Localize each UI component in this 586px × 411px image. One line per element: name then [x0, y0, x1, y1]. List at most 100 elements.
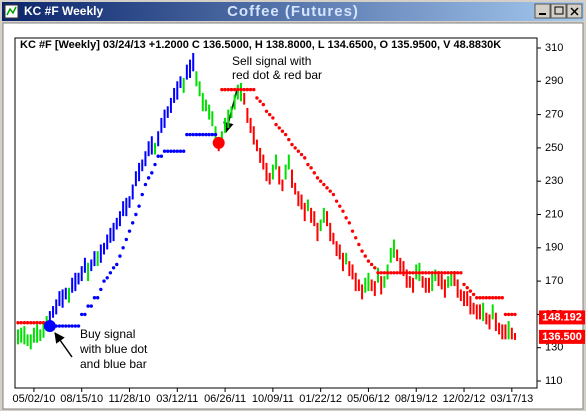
stop-dot — [494, 296, 498, 300]
stop-dot — [121, 246, 125, 250]
stop-dot — [392, 271, 396, 275]
stop-dot — [455, 271, 460, 275]
stop-dot — [143, 182, 148, 187]
stop-dot — [331, 192, 336, 197]
stop-dot — [347, 221, 352, 225]
stop-dot — [481, 296, 485, 300]
stop-dot — [465, 286, 469, 290]
stop-dot — [86, 304, 90, 308]
stop-dot — [29, 321, 33, 325]
y-tick-label: 190 — [545, 242, 563, 254]
annotation-line: Buy signal — [80, 327, 135, 341]
stop-dot — [60, 324, 65, 328]
stop-dot — [312, 171, 316, 175]
stop-dot — [137, 204, 141, 208]
stop-dot — [306, 162, 310, 167]
stop-dot — [490, 296, 495, 300]
x-tick-label: 01/22/12 — [299, 393, 342, 405]
price-label: 136.500 — [542, 331, 582, 343]
stop-dot — [376, 271, 380, 275]
stop-dot — [162, 149, 167, 153]
stop-dot — [207, 132, 211, 137]
stop-dot — [328, 189, 332, 193]
stop-dot — [369, 262, 374, 267]
stop-dot — [255, 96, 259, 100]
stop-dot — [271, 116, 275, 120]
stop-dot — [51, 324, 55, 328]
stop-dot — [452, 271, 457, 275]
stop-dot — [296, 149, 301, 153]
stop-dot — [325, 186, 329, 190]
price-label: 148.192 — [542, 311, 582, 323]
stop-dot — [25, 321, 30, 325]
x-tick-label: 03/17/13 — [490, 393, 533, 405]
stop-dot — [293, 146, 297, 150]
stop-dot — [201, 132, 205, 137]
annotation-line: red dot & red bar — [232, 68, 322, 82]
stop-dot — [67, 324, 71, 328]
info-line: KC #F [Weekly] 03/24/13 +1.2000 C 136.50… — [20, 39, 501, 51]
stop-dot — [389, 271, 393, 275]
y-tick-label: 130 — [545, 342, 563, 354]
stop-dot — [242, 87, 246, 92]
stop-dot — [484, 296, 489, 300]
stop-dot — [500, 296, 504, 300]
maximize-button[interactable] — [550, 3, 567, 19]
stop-dot — [459, 271, 463, 275]
stop-dot — [443, 271, 447, 275]
stop-dot — [366, 259, 371, 263]
stop-dot — [19, 321, 23, 325]
stop-dot — [41, 321, 46, 325]
x-tick-label: 05/02/10 — [13, 393, 56, 405]
stop-dot — [92, 296, 97, 300]
stop-dot — [159, 154, 164, 158]
stop-dot — [344, 216, 348, 220]
signal-dot — [43, 320, 56, 333]
stop-dot — [226, 87, 230, 92]
x-tick-label: 08/19/12 — [395, 393, 438, 405]
stop-dot — [118, 254, 122, 258]
stop-dot — [334, 199, 339, 203]
stop-dot — [449, 271, 453, 275]
minimize-button[interactable] — [534, 3, 551, 19]
stop-dot — [80, 312, 84, 317]
stop-dot — [357, 242, 361, 247]
stop-dot — [414, 271, 418, 275]
stop-dot — [16, 321, 20, 325]
stop-dot — [408, 271, 412, 275]
x-tick-label: 12/02/12 — [443, 393, 486, 405]
stop-dot — [497, 296, 501, 300]
stop-dot — [111, 266, 116, 270]
stop-dot — [277, 126, 281, 130]
stop-dot — [427, 271, 431, 275]
stop-dot — [287, 137, 291, 142]
y-tick-label: 230 — [545, 175, 563, 187]
stop-dot — [503, 312, 508, 317]
stop-dot — [210, 132, 215, 137]
stop-dot — [363, 254, 367, 258]
stop-dot — [420, 271, 425, 275]
stop-dot — [411, 271, 415, 275]
stop-dot — [169, 149, 173, 153]
stop-dot — [32, 321, 36, 325]
stop-dot — [404, 271, 409, 275]
stop-dot — [471, 292, 476, 297]
stop-dot — [197, 132, 202, 137]
stop-dot — [64, 324, 68, 328]
stop-dot — [487, 296, 492, 300]
stop-dot — [424, 271, 428, 275]
stop-dot — [130, 221, 135, 225]
y-tick-label: 110 — [545, 375, 563, 387]
window-buttons — [534, 3, 583, 19]
stop-dot — [440, 271, 444, 275]
price-label-box — [539, 329, 585, 344]
stop-dot — [280, 129, 285, 133]
stop-dot — [360, 249, 364, 253]
stop-dot — [204, 132, 208, 137]
stop-dot — [379, 271, 383, 275]
stop-dot — [175, 149, 179, 153]
x-tick-label: 08/15/10 — [60, 393, 103, 405]
stop-dot — [382, 271, 387, 275]
stop-dot — [191, 132, 195, 137]
stop-dot — [395, 271, 399, 275]
